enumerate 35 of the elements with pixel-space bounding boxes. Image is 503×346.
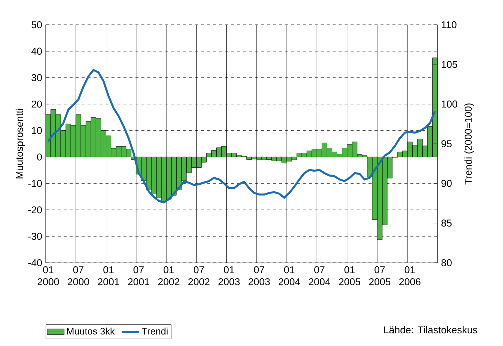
x-tick-label: 01 2006 — [400, 266, 421, 286]
y-tick-label: 50 — [32, 21, 42, 29]
x-tick-label: 01 2004 — [278, 266, 300, 286]
legend-label: Muutos 3kk — [67, 328, 115, 335]
y-tick-label: 0 — [37, 154, 42, 161]
y2-tick-label: 80 — [442, 259, 452, 267]
x-tick-label: 01 2001 — [98, 266, 120, 286]
x-tick-label: 07 2004 — [309, 266, 330, 286]
x-tick-label: 07 2001 — [128, 266, 150, 286]
y-tick-label: -10 — [28, 180, 42, 188]
x-tick-label: 07 2005 — [369, 266, 391, 286]
y-tick-label: -40 — [28, 259, 42, 267]
x-tick-label: 07 2003 — [248, 266, 270, 286]
legend-label: Trendi — [142, 328, 168, 335]
y-axis-title: Muutosprosentti — [16, 109, 26, 179]
y-tick-label: 10 — [32, 127, 42, 134]
y2-tick-label: 110 — [442, 21, 457, 29]
y-tick-label: -20 — [28, 206, 42, 214]
x-tick-label: 01 2000 — [38, 266, 60, 286]
y2-tick-label: 95 — [442, 140, 452, 148]
y2-tick-label: 105 — [442, 61, 458, 68]
y2-axis-title: Trendi (2000=100) — [464, 104, 474, 185]
y2-tick-label: 85 — [442, 220, 452, 227]
text: Lähde: Tilastokeskus — [384, 326, 478, 334]
x-tick-label: 07 2002 — [188, 266, 210, 286]
x-tick-label: 01 2002 — [158, 266, 180, 286]
x-tick-label: 01 2005 — [339, 266, 360, 286]
y-tick-label: 20 — [32, 100, 42, 108]
y2-tick-label: 100 — [442, 100, 458, 108]
x-tick-label: 07 2000 — [68, 266, 90, 286]
y-tick-label: 40 — [32, 48, 42, 55]
x-tick-label: 01 2003 — [218, 266, 240, 286]
y-tick-label: -30 — [28, 233, 42, 240]
y2-tick-label: 90 — [442, 180, 452, 188]
y-tick-label: 30 — [32, 74, 42, 82]
